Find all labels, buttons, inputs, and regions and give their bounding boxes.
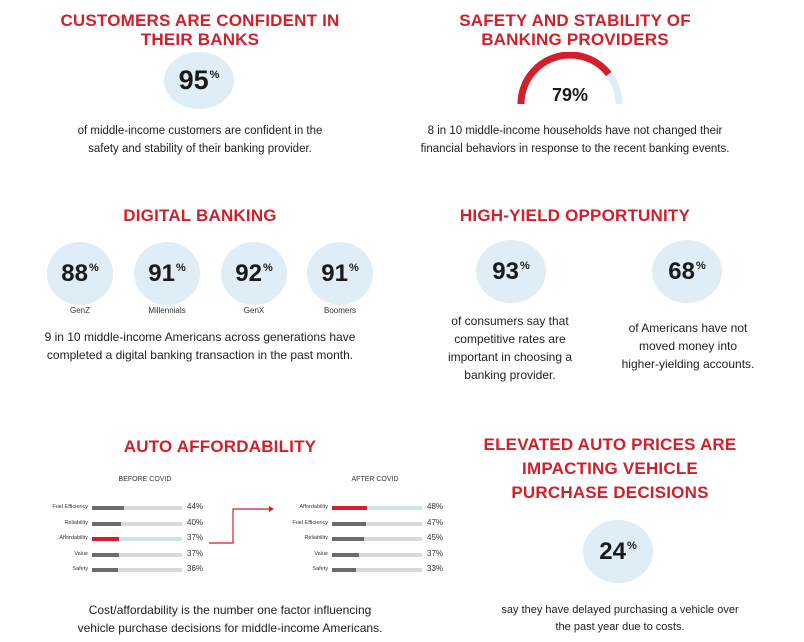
- digital-heading: DIGITAL BANKING: [123, 206, 277, 225]
- bar-value-label: 36%: [187, 564, 204, 573]
- bar-category-label: Safety: [312, 566, 328, 572]
- bar-category-label: Affordability: [59, 535, 88, 541]
- auto-prices-heading: ELEVATED AUTO PRICES ARE IMPACTING VEHIC…: [483, 435, 737, 502]
- bar-track: [332, 537, 422, 541]
- before-covid-chart: Fuel Efficiency 44% Reliability 40% Affordab…: [0, 502, 230, 583]
- bar-value-label: 45%: [427, 533, 444, 542]
- bar-track: [332, 552, 422, 557]
- auto-affordability-heading: AUTO AFFORDABILITY: [123, 437, 317, 456]
- bar-value-label: 37%: [427, 548, 444, 558]
- after-covid-chart-title: AFTER COVID: [351, 476, 399, 483]
- bar-category-label: Fuel Efficiency: [292, 519, 328, 526]
- bar: [92, 552, 119, 557]
- bar-track: [92, 568, 182, 572]
- bar-track: [92, 552, 182, 557]
- confidence-unit: %: [209, 68, 220, 81]
- safety-text: 8 in 10 middle-income households have no…: [420, 125, 730, 155]
- bar-row: Fuel Efficiency 47%: [240, 517, 470, 529]
- bar: [332, 521, 366, 526]
- bar-row: Safety 36%: [0, 564, 230, 575]
- affordability-arrow: [209, 506, 274, 544]
- safety-gauge-fill: [517, 52, 612, 105]
- confidence-stat-circle: 95%: [164, 52, 234, 109]
- bar-track: [92, 521, 182, 526]
- generation-label-millennials: Millennials: [148, 306, 186, 315]
- generation-circle-millennials: 91%: [134, 242, 200, 305]
- before-covid-chart-title: BEFORE COVID: [118, 476, 172, 483]
- bar-category-label: Reliability: [304, 535, 328, 541]
- bar-value-label: 37%: [187, 533, 204, 542]
- bar: [92, 537, 119, 541]
- bar-category-label: Value: [314, 550, 328, 557]
- generation-label-genx: GenX: [243, 306, 265, 315]
- generation-circle-genx: 92%: [221, 242, 287, 305]
- bar-value-label: 44%: [187, 502, 204, 511]
- bar-row: Fuel Efficiency 44%: [0, 502, 230, 513]
- bar-value-label: 33%: [427, 564, 444, 573]
- safety-gauge-label: 79%: [551, 85, 589, 105]
- bar: [332, 568, 356, 572]
- safety-heading: SAFETY AND STABILITY OF BANKING PROVIDER…: [459, 11, 691, 49]
- bar-category-label: Reliability: [64, 519, 88, 526]
- confidence-value: 95: [178, 65, 209, 95]
- auto-prices-text: say they have delayed purchasing a vehic…: [501, 604, 739, 633]
- bar-category-label: Safety: [72, 566, 88, 572]
- bar: [92, 521, 121, 526]
- after-covid-chart: Affordability 48% Fuel Efficiency 47% Reliab…: [240, 502, 470, 583]
- bar-category-label: Value: [74, 550, 88, 557]
- auto-affordability-text: Cost/affordability is the number one fac…: [77, 603, 383, 635]
- bar-value-label: 48%: [427, 502, 444, 511]
- bar-value-label: 47%: [427, 517, 444, 527]
- bar: [92, 506, 124, 510]
- high-yield-stat-circle-2: 68%: [652, 240, 722, 303]
- high-yield-stat-circle-1: 93%: [476, 240, 546, 303]
- bar: [332, 506, 367, 510]
- bar: [92, 568, 118, 572]
- bar-track: [332, 506, 422, 510]
- confidence-text: of middle-income customers are confident…: [77, 125, 323, 155]
- bar-track: [92, 506, 182, 510]
- confidence-heading: CUSTOMERS ARE CONFIDENT IN THEIR BANKS: [60, 11, 340, 49]
- bar: [332, 537, 365, 541]
- bar-track: [332, 521, 422, 526]
- bar-category-label: Affordability: [299, 504, 328, 510]
- auto-prices-stat-circle: 24%: [583, 520, 653, 583]
- high-yield-text-2: of Americans have not moved money into h…: [621, 321, 755, 371]
- bar-track: [332, 568, 422, 572]
- bar-row: Safety 33%: [240, 564, 470, 575]
- safety-gauge: [517, 52, 623, 105]
- high-yield-heading: HIGH-YIELD OPPORTUNITY: [459, 206, 691, 225]
- bar-track: [92, 537, 182, 541]
- generation-label-genz: GenZ: [69, 306, 90, 315]
- generation-label-boomers: Boomers: [323, 306, 356, 315]
- bar-value-label: 40%: [187, 517, 204, 527]
- generation-circle-boomers: 91%: [307, 242, 373, 305]
- bar-row: Reliability 40%: [0, 517, 230, 529]
- high-yield-text-1: of consumers say that competitive rates …: [447, 314, 573, 382]
- bar-row: Affordability 48%: [240, 502, 470, 513]
- bar-category-label: Fuel Efficiency: [52, 504, 88, 510]
- bar-row: Reliability 45%: [240, 533, 470, 544]
- bar-row: Value 37%: [0, 548, 230, 560]
- bar: [332, 552, 359, 557]
- digital-text: 9 in 10 middle-income Americans across g…: [44, 330, 356, 362]
- bar-row: Value 37%: [240, 548, 470, 560]
- generation-circle-genz: 88%: [47, 242, 113, 305]
- bar-value-label: 37%: [187, 548, 204, 558]
- bar-row: Affordability 37%: [0, 533, 230, 544]
